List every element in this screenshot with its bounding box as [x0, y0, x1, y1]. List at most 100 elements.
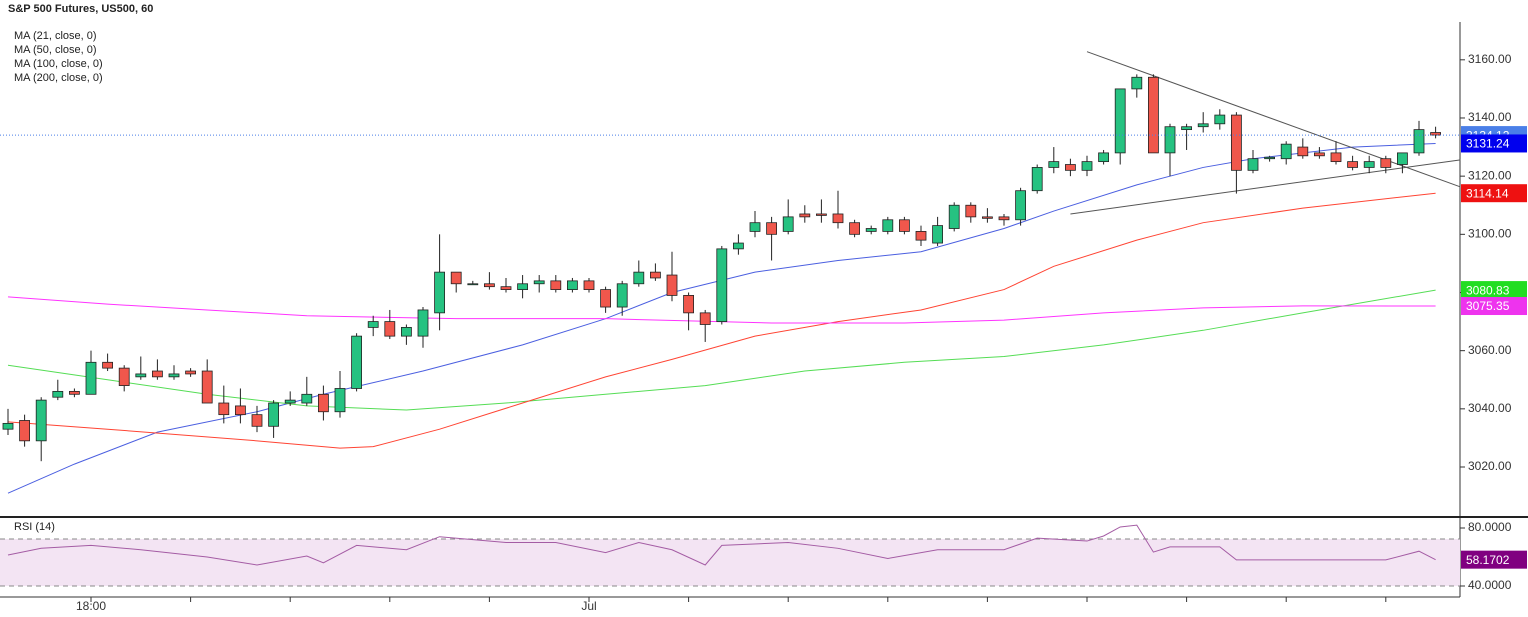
candle-body	[1081, 161, 1093, 171]
candle-body	[1413, 129, 1425, 154]
candle-body	[666, 274, 678, 296]
candle-body	[1098, 152, 1109, 163]
candle-body	[1297, 146, 1309, 157]
candle-body	[317, 393, 329, 413]
candle-body	[699, 312, 711, 325]
candle-body	[185, 370, 197, 375]
price-tag-label: 3114.14	[1466, 186, 1509, 200]
candle-body	[434, 271, 446, 314]
candle-body	[135, 373, 147, 378]
candle-body	[567, 280, 578, 290]
candle-body	[500, 286, 512, 290]
candle-body	[816, 213, 827, 216]
y-tick-label: 3040.00	[1468, 401, 1512, 415]
candle-body	[782, 216, 794, 232]
candle-body	[1380, 158, 1392, 168]
candle-body	[384, 321, 396, 337]
candle-body	[118, 367, 130, 386]
candle-body	[268, 402, 280, 427]
candle-body	[417, 309, 429, 337]
candle-body	[1148, 76, 1159, 154]
y-tick-label: 3140.00	[1468, 110, 1512, 124]
candle-body	[301, 393, 313, 404]
candle-body	[69, 390, 80, 395]
candle-body	[102, 361, 113, 369]
candle-body	[849, 222, 860, 235]
candle-body	[865, 228, 877, 232]
price-tag	[1461, 134, 1527, 153]
price-tag-label: 58.1702	[1466, 553, 1510, 567]
candle-body	[234, 405, 246, 416]
candle-body	[616, 283, 628, 308]
y-tick-label: 80.0000	[1468, 520, 1512, 534]
candle-body	[633, 271, 645, 285]
candle-body	[733, 242, 744, 250]
candle-body	[882, 219, 894, 232]
candle-body	[716, 248, 728, 322]
candle-body	[899, 219, 910, 232]
trend-line	[1086, 51, 1461, 188]
candle-body	[1231, 114, 1242, 171]
candle-body	[1181, 126, 1192, 131]
y-tick-label: 3160.00	[1468, 52, 1512, 66]
legend-entry: MA (21, close, 0)	[14, 30, 97, 42]
y-tick-label: 3120.00	[1468, 168, 1512, 182]
candle-body	[1247, 158, 1259, 171]
trend-line	[1070, 159, 1461, 215]
candle-body	[2, 422, 14, 430]
legend-entry: MA (100, close, 0)	[14, 58, 103, 70]
x-tick-label: Jul	[581, 599, 596, 613]
ma-line	[7, 296, 1436, 324]
candle-body	[1131, 76, 1143, 90]
candle-body	[1314, 152, 1325, 157]
candle-body	[1430, 132, 1441, 136]
ma-line	[7, 524, 1436, 566]
candle-body	[1015, 190, 1026, 221]
rsi-title: RSI (14)	[14, 521, 55, 533]
candle-body	[965, 204, 977, 218]
candle-body	[284, 399, 296, 404]
candle-body	[517, 283, 528, 290]
candle-body	[334, 388, 346, 413]
candle-body	[948, 204, 960, 229]
price-tag-label: 3075.35	[1466, 299, 1510, 313]
ma-line	[7, 192, 1436, 449]
y-tick-label: 3020.00	[1468, 459, 1512, 473]
rsi-band	[0, 539, 1460, 587]
y-tick-label: 40.0000	[1468, 578, 1512, 592]
candle-body	[201, 370, 213, 404]
candle-body	[467, 283, 479, 286]
candle-body	[683, 295, 694, 314]
candle-body	[998, 216, 1010, 221]
price-tag-label: 3131.24	[1466, 137, 1510, 151]
candle-body	[168, 373, 180, 378]
candle-body	[1264, 156, 1275, 160]
candle-body	[251, 414, 263, 427]
candle-body	[1048, 161, 1060, 168]
price-tag	[1461, 550, 1527, 569]
candle-body	[367, 321, 379, 328]
candle-body	[483, 283, 495, 288]
candle-body	[400, 326, 412, 337]
price-tag-label: 3080.83	[1466, 283, 1510, 297]
candle-body	[52, 390, 64, 398]
candle-body	[218, 402, 230, 416]
candle-body	[600, 289, 611, 308]
candle-body	[932, 225, 943, 244]
price-tag	[1461, 184, 1527, 203]
candle-body	[151, 370, 163, 378]
candle-body	[35, 399, 47, 442]
candle-body	[1031, 167, 1043, 192]
price-tag	[1461, 281, 1527, 300]
candle-body	[766, 222, 777, 235]
legend-entry: MA (200, close, 0)	[14, 72, 103, 84]
candle-body	[1397, 152, 1408, 165]
candle-body	[982, 216, 993, 219]
y-tick-label: 3100.00	[1468, 226, 1512, 240]
candle-body	[915, 231, 927, 241]
candle-body	[19, 420, 31, 442]
candle-body	[799, 213, 811, 218]
price-tag	[1461, 297, 1527, 316]
candle-body	[533, 280, 545, 285]
